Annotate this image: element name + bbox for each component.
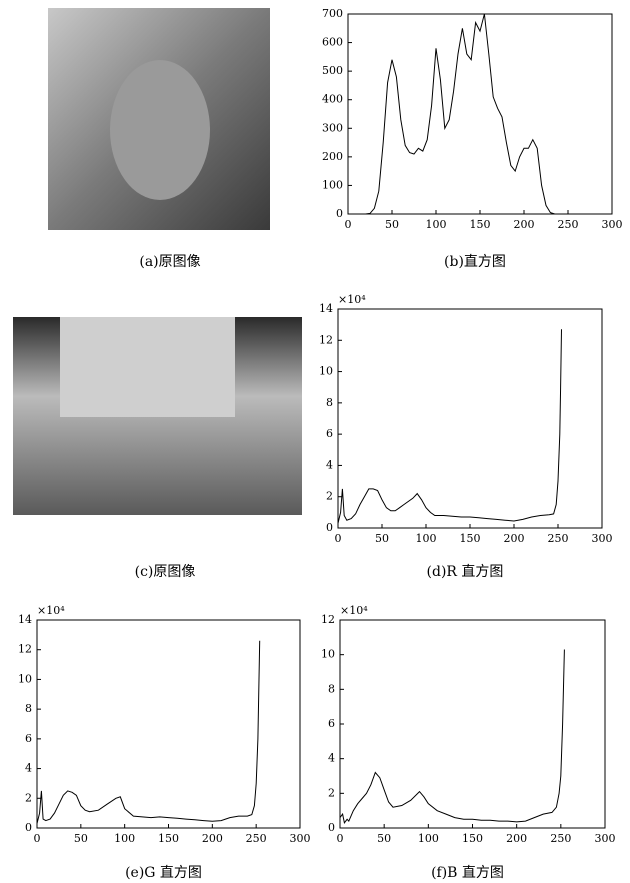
y-tick-label: 12 <box>321 613 335 626</box>
y-tick-label: 8 <box>328 682 335 695</box>
x-tick-label: 150 <box>470 218 491 231</box>
y-tick-label: 10 <box>18 672 32 685</box>
y-scale-label: ×10⁴ <box>340 604 368 617</box>
histogram-line <box>340 650 564 823</box>
x-tick-label: 200 <box>506 832 527 845</box>
y-tick-label: 300 <box>322 121 343 134</box>
y-tick-label: 2 <box>328 786 335 799</box>
caption: (f)B 直方图 <box>431 864 504 881</box>
y-tick-label: 4 <box>326 458 333 471</box>
x-tick-label: 150 <box>462 832 483 845</box>
x-tick-label: 100 <box>426 218 447 231</box>
x-tick-label: 0 <box>345 218 352 231</box>
x-tick-label: 300 <box>602 218 623 231</box>
figure: (a)原图像 (c)原图像 05010015020025030001002003… <box>0 0 630 883</box>
y-tick-label: 2 <box>326 490 333 503</box>
y-tick-label: 600 <box>322 36 343 49</box>
y-tick-label: 12 <box>18 643 32 656</box>
x-tick-label: 300 <box>595 832 616 845</box>
histogram-line <box>37 641 260 824</box>
y-scale-label: ×10⁴ <box>338 293 366 306</box>
caption: (c)原图像 <box>135 564 196 580</box>
y-tick-label: 4 <box>328 752 335 765</box>
caption: (b)直方图 <box>444 253 506 270</box>
x-tick-label: 200 <box>514 218 535 231</box>
x-tick-label: 50 <box>377 832 391 845</box>
plot-frame <box>348 14 612 214</box>
x-tick-label: 150 <box>460 532 481 545</box>
x-tick-label: 250 <box>246 832 267 845</box>
caption: (d)R 直方图 <box>427 563 504 580</box>
x-tick-label: 100 <box>114 832 135 845</box>
x-tick-label: 50 <box>385 218 399 231</box>
y-tick-label: 200 <box>322 150 343 163</box>
x-tick-label: 50 <box>74 832 88 845</box>
y-tick-label: 0 <box>25 821 32 834</box>
y-tick-label: 0 <box>328 821 335 834</box>
x-tick-label: 200 <box>504 532 525 545</box>
x-tick-label: 300 <box>290 832 311 845</box>
y-tick-label: 700 <box>322 7 343 20</box>
x-tick-label: 0 <box>34 832 41 845</box>
x-tick-label: 300 <box>592 532 613 545</box>
histogram-line <box>366 14 560 214</box>
y-tick-label: 4 <box>25 762 32 775</box>
x-tick-label: 100 <box>418 832 439 845</box>
plot-frame <box>340 620 605 828</box>
y-tick-label: 6 <box>326 427 333 440</box>
y-tick-label: 14 <box>18 613 32 626</box>
x-tick-label: 250 <box>550 832 571 845</box>
y-tick-label: 12 <box>319 333 333 346</box>
y-tick-label: 100 <box>322 178 343 191</box>
y-tick-label: 0 <box>326 521 333 534</box>
y-tick-label: 0 <box>336 207 343 220</box>
x-tick-label: 0 <box>335 532 342 545</box>
photo-detail <box>60 317 235 417</box>
y-tick-label: 8 <box>326 396 333 409</box>
y-tick-label: 500 <box>322 64 343 77</box>
y-tick-label: 8 <box>25 702 32 715</box>
y-tick-label: 10 <box>319 365 333 378</box>
x-tick-label: 150 <box>158 832 179 845</box>
y-tick-label: 10 <box>321 648 335 661</box>
x-tick-label: 0 <box>337 832 344 845</box>
x-tick-label: 250 <box>558 218 579 231</box>
y-tick-label: 400 <box>322 93 343 106</box>
histogram-line <box>338 329 562 523</box>
x-tick-label: 100 <box>416 532 437 545</box>
y-tick-label: 6 <box>328 717 335 730</box>
caption: (e)G 直方图 <box>125 864 202 881</box>
y-scale-label: ×10⁴ <box>37 604 65 617</box>
y-tick-label: 6 <box>25 732 32 745</box>
x-tick-label: 250 <box>548 532 569 545</box>
x-tick-label: 50 <box>375 532 389 545</box>
photo-detail <box>110 60 210 200</box>
x-tick-label: 200 <box>202 832 223 845</box>
plot-frame <box>37 620 300 828</box>
y-tick-label: 14 <box>319 302 333 315</box>
caption: (a)原图像 <box>139 254 200 270</box>
y-tick-label: 2 <box>25 791 32 804</box>
plot-frame <box>338 309 602 528</box>
